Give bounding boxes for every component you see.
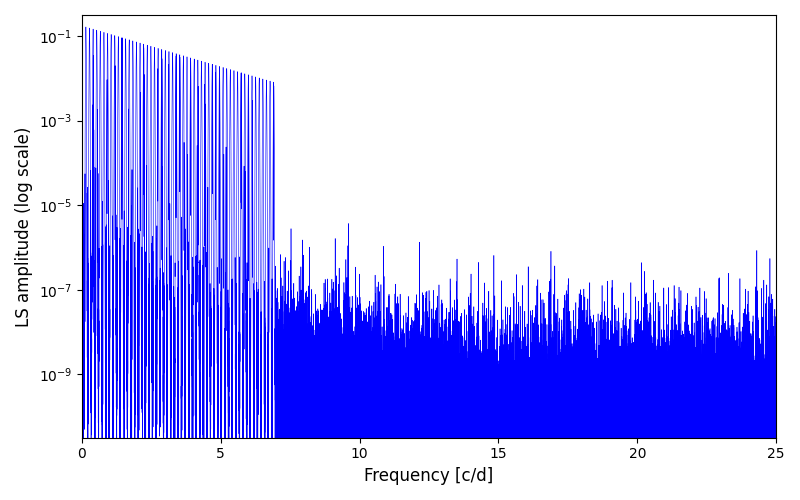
X-axis label: Frequency [c/d]: Frequency [c/d] xyxy=(364,467,494,485)
Y-axis label: LS amplitude (log scale): LS amplitude (log scale) xyxy=(15,126,33,326)
